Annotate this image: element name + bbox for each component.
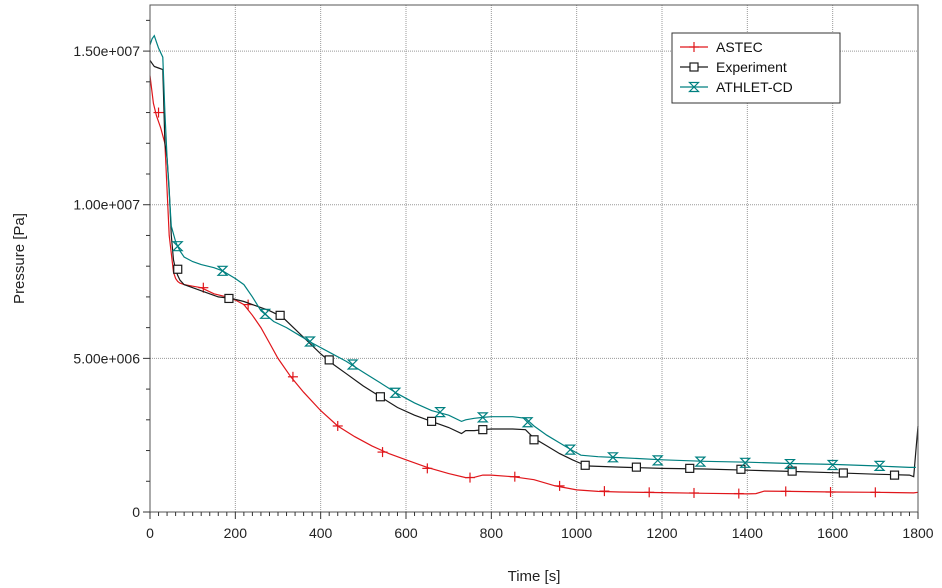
legend-label: ATHLET-CD: [716, 79, 793, 95]
data-point: [171, 241, 184, 252]
data-point: [529, 435, 539, 445]
data-point: [644, 487, 655, 498]
legend-item: ATHLET-CD: [680, 79, 793, 95]
legend-item: ASTEC: [680, 39, 763, 55]
data-point: [521, 417, 534, 428]
legend-label: ASTEC: [716, 39, 763, 55]
data-point: [216, 265, 229, 276]
y-axis-title: Pressure [Pa]: [11, 213, 28, 304]
data-point: [631, 462, 642, 472]
x-tick-label: 800: [480, 525, 504, 541]
data-point: [346, 359, 359, 370]
y-tick-label: 1.50e+007: [73, 43, 140, 59]
data-point: [427, 416, 437, 426]
data-point: [478, 425, 488, 435]
x-tick-label: 1600: [817, 525, 848, 541]
data-point: [838, 468, 848, 478]
legend-box: [671, 32, 841, 104]
data-point: [465, 472, 475, 483]
data-point: [389, 387, 402, 398]
data-point: [787, 466, 797, 476]
axes-layer: 0 200 400 600 800 1000 1200 1400 1600 1800 0 5.00e+…: [73, 19, 934, 541]
legend: ASTEC Experiment ATHLET-CD: [671, 32, 841, 104]
data-point: [599, 486, 610, 497]
data-point: [375, 392, 385, 402]
series-line: [149, 59, 919, 478]
data-point: [685, 463, 695, 473]
data-point: [224, 293, 234, 304]
data-point: [324, 355, 334, 365]
legend-marker: [689, 62, 699, 72]
data-point: [564, 444, 577, 455]
data-point: [509, 471, 520, 482]
data-point: [870, 487, 881, 498]
data-point: [825, 487, 836, 498]
data-point: [173, 264, 183, 274]
data-point: [554, 480, 565, 491]
legend-label: Experiment: [716, 59, 787, 75]
series-astec: [149, 75, 919, 499]
data-point: [736, 464, 746, 474]
x-tick-label: 1000: [561, 525, 592, 541]
x-axis-title: Time [s]: [508, 568, 561, 585]
data-point: [422, 463, 433, 474]
data-point: [259, 308, 272, 319]
series-line: [149, 75, 919, 495]
data-point: [476, 412, 489, 423]
series-athlet-cd: [149, 34, 916, 472]
y-tick-label: 0: [132, 504, 140, 520]
data-point: [784, 458, 796, 470]
data-point: [739, 457, 752, 468]
x-tick-label: 400: [309, 525, 333, 541]
data-point: [651, 455, 664, 466]
series-layer: [149, 34, 919, 499]
data-point: [780, 486, 791, 497]
x-tick-label: 1200: [646, 525, 677, 541]
data-point: [580, 460, 590, 470]
x-tick-label: 200: [224, 525, 248, 541]
data-point: [377, 447, 388, 458]
data-point: [826, 459, 839, 471]
x-tick-label: 1800: [902, 525, 933, 541]
data-point: [332, 420, 343, 431]
data-point: [434, 407, 447, 418]
legend-item: Experiment: [680, 59, 787, 75]
series-experiment: [149, 59, 919, 480]
x-tick-label: 0: [146, 525, 154, 541]
data-point: [287, 371, 298, 382]
data-point: [689, 487, 699, 498]
data-point: [733, 488, 744, 499]
data-point: [606, 452, 619, 463]
data-point: [304, 336, 316, 347]
y-tick-label: 1.00e+007: [73, 197, 140, 213]
data-point: [153, 107, 164, 118]
legend-marker: [689, 42, 699, 52]
legend-items: ASTEC Experiment ATHLET-CD: [680, 39, 793, 95]
x-tick-label: 1400: [732, 525, 763, 541]
data-point: [873, 460, 886, 472]
legend-marker: [688, 81, 700, 93]
data-point: [694, 456, 707, 467]
x-tick-label: 600: [394, 525, 418, 541]
y-tick-label: 5.00e+006: [73, 350, 140, 366]
data-point: [275, 310, 285, 320]
data-point: [889, 470, 900, 480]
